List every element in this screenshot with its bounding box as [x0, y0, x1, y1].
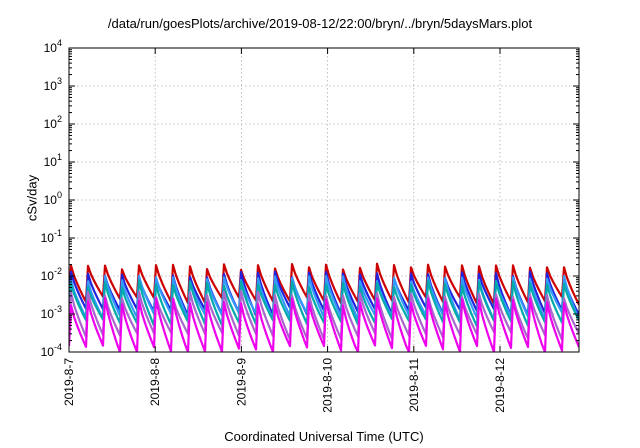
x-tick-label: 2019-8-11 [407, 358, 421, 412]
y-tick-exponent: 2 [57, 114, 62, 124]
y-tick-base: 10 [44, 41, 58, 55]
series-lines [69, 262, 579, 352]
y-axis-label-box: cSv/day [2, 168, 62, 228]
y-tick-label: 10-4 [41, 342, 62, 359]
y-tick-label: 101 [44, 152, 62, 169]
x-tick-label: 2019-8-10 [321, 358, 335, 413]
y-tick-exponent: 0 [57, 190, 62, 200]
x-tick-label: 2019-8-7 [62, 358, 76, 406]
y-tick-base: 10 [44, 193, 58, 207]
y-tick-base: 10 [41, 307, 55, 321]
y-tick-base: 10 [44, 155, 58, 169]
y-tick-exponent: -3 [54, 304, 62, 314]
y-tick-label: 10-3 [41, 304, 62, 321]
y-tick-base: 10 [44, 117, 58, 131]
y-tick-label: 10-2 [41, 266, 62, 283]
y-tick-base: 10 [41, 231, 55, 245]
series-line [69, 297, 579, 352]
x-tick-label: 2019-8-12 [493, 358, 507, 413]
y-tick-label: 100 [44, 190, 62, 207]
y-axis-label: cSv/day [24, 174, 40, 222]
tick-marks [68, 47, 579, 353]
y-tick-exponent: 3 [57, 76, 62, 86]
y-tick-label: 104 [44, 38, 62, 55]
x-tick-label: 2019-8-9 [234, 358, 248, 406]
y-tick-exponent: -2 [54, 266, 62, 276]
x-axis-label: Coordinated Universal Time (UTC) [224, 429, 424, 444]
x-tick-labels: 2019-8-7 2019-8-8 2019-8-9 2019-8-10 2019-8-… [62, 358, 507, 413]
x-tick-label: 2019-8-8 [148, 358, 162, 406]
y-tick-base: 10 [41, 345, 55, 359]
y-tick-exponent: 4 [57, 38, 62, 48]
y-tick-label: 103 [44, 76, 62, 93]
y-tick-label: 102 [44, 114, 62, 131]
chart-title: /data/run/goesPlots/archive/2019-08-12/2… [107, 16, 533, 31]
y-tick-label: 10-1 [41, 228, 62, 245]
y-tick-base: 10 [41, 269, 55, 283]
y-tick-base: 10 [44, 79, 58, 93]
y-tick-exponent: 1 [57, 152, 62, 162]
y-tick-exponent: -4 [54, 342, 62, 352]
y-tick-exponent: -1 [54, 228, 62, 238]
